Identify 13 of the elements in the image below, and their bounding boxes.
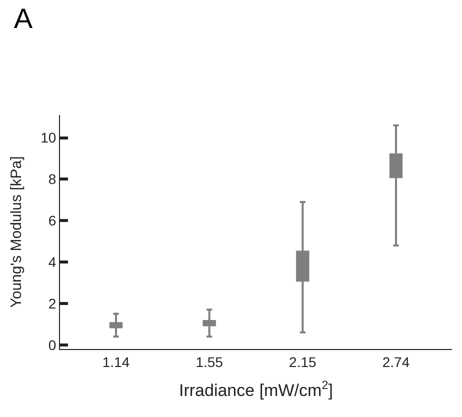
y-tick-label: 2 (48, 295, 56, 312)
y-tick-label: 4 (48, 254, 56, 270)
x-axis-title: Irradiance [mW/cm$^{2}$] (179, 378, 333, 400)
x-tick-label: 1.14 (102, 354, 130, 370)
x-tick-label: 2.15 (289, 354, 317, 370)
y-tick-label: 6 (48, 212, 56, 229)
y-tick-label: 10 (40, 130, 56, 146)
chart-title: A (14, 2, 33, 34)
y-axis-title: Young's Modulus [kPa] (8, 156, 25, 308)
x-tick-label: 1.55 (196, 354, 224, 370)
y-tick-label: 8 (48, 171, 56, 188)
x-tick-label: 2.74 (382, 354, 410, 370)
y-tick-label: 0 (48, 336, 56, 353)
